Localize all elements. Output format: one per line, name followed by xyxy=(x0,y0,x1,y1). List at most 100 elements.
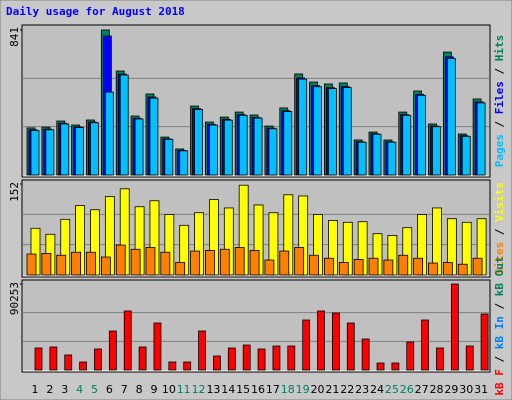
bar xyxy=(26,253,37,276)
bar xyxy=(100,256,111,276)
bar xyxy=(268,128,278,176)
bar xyxy=(56,254,67,276)
x-tick-label: 14 xyxy=(221,383,235,396)
legend-separator: / xyxy=(493,114,506,134)
legend: Sites / Visits xyxy=(493,182,506,275)
bar xyxy=(298,78,308,176)
x-tick-label: 6 xyxy=(106,383,113,396)
x-tick-label: 21 xyxy=(325,383,339,396)
legend-entry: kB In xyxy=(493,316,506,349)
bar xyxy=(387,141,397,176)
bar xyxy=(279,250,290,276)
bar xyxy=(476,102,486,176)
bar xyxy=(194,109,203,176)
x-tick-label: 11 xyxy=(177,383,191,396)
x-tick-label: 2 xyxy=(46,383,53,396)
x-tick-label: 23 xyxy=(355,383,369,396)
x-tick-label: 31 xyxy=(474,383,488,396)
y-tick-label: 841 xyxy=(8,27,21,47)
bar xyxy=(205,250,215,276)
bar xyxy=(313,86,322,176)
legend-entry: Pages xyxy=(493,134,506,167)
bar xyxy=(164,138,174,176)
y-tick-label: 90253 xyxy=(8,282,21,315)
bar xyxy=(134,118,144,176)
bar xyxy=(436,347,444,371)
y-tick-label: 152 xyxy=(8,182,21,202)
legend: Pages / Files / Hits xyxy=(493,35,506,168)
bar xyxy=(472,257,483,276)
legend-separator: / xyxy=(493,349,506,369)
x-tick-label: 28 xyxy=(429,383,443,396)
x-tick-label: 19 xyxy=(296,383,310,396)
bar xyxy=(153,322,162,371)
x-tick-label: 26 xyxy=(400,383,414,396)
x-tick-label: 29 xyxy=(444,383,458,396)
legend-entry: Sites xyxy=(493,242,506,275)
bar xyxy=(115,244,126,276)
bar xyxy=(302,319,311,371)
bar xyxy=(41,253,52,276)
x-tick-label: 17 xyxy=(266,383,280,396)
bar xyxy=(86,251,96,276)
bar xyxy=(383,259,394,276)
bar xyxy=(338,262,349,276)
bar xyxy=(421,319,430,371)
bar xyxy=(446,58,456,176)
x-tick-label: 4 xyxy=(76,383,83,396)
bar xyxy=(94,348,102,371)
x-tick-label: 24 xyxy=(370,383,384,396)
bar xyxy=(242,344,251,371)
legend-separator: / xyxy=(493,61,506,81)
bar xyxy=(461,135,471,176)
x-tick-label: 18 xyxy=(281,383,295,396)
legend-entry: kB Out xyxy=(493,256,506,296)
bar xyxy=(317,310,325,371)
bar xyxy=(168,361,177,371)
bar xyxy=(287,345,296,371)
bar xyxy=(104,91,114,176)
bar xyxy=(442,262,453,276)
legend-entry: kB F xyxy=(493,369,506,396)
bar xyxy=(234,247,245,276)
bar xyxy=(145,247,156,276)
bar xyxy=(90,122,99,176)
bar xyxy=(353,259,364,276)
bar xyxy=(450,283,459,371)
x-tick-label: 25 xyxy=(385,383,399,396)
bar xyxy=(346,322,355,371)
legend-entry: Files xyxy=(493,81,506,114)
bar xyxy=(432,126,441,176)
bar xyxy=(331,312,340,371)
bar xyxy=(327,88,337,176)
legend-separator: / xyxy=(493,222,506,242)
x-tick-label: 7 xyxy=(121,383,128,396)
bar xyxy=(45,129,55,176)
bar xyxy=(149,97,159,176)
bar xyxy=(417,94,427,176)
x-tick-label: 5 xyxy=(91,383,98,396)
bar xyxy=(75,127,85,176)
bar xyxy=(309,254,319,276)
bar xyxy=(272,345,281,371)
bar xyxy=(34,347,43,371)
bar xyxy=(190,250,200,276)
bar xyxy=(183,361,192,371)
bar xyxy=(138,346,147,371)
bar xyxy=(398,254,409,276)
bar xyxy=(223,119,233,176)
bar xyxy=(413,257,424,276)
bar xyxy=(64,354,73,371)
bar xyxy=(213,355,221,371)
bar xyxy=(209,124,218,176)
legend: kB F / kB In / kB Out xyxy=(493,256,506,395)
bar xyxy=(342,87,352,176)
x-tick-label: 9 xyxy=(150,383,157,396)
bar xyxy=(30,130,40,176)
bar xyxy=(79,361,88,371)
bar xyxy=(49,346,58,371)
x-tick-label: 15 xyxy=(236,383,250,396)
legend-entry: Visits xyxy=(493,182,506,222)
bar xyxy=(323,257,334,276)
